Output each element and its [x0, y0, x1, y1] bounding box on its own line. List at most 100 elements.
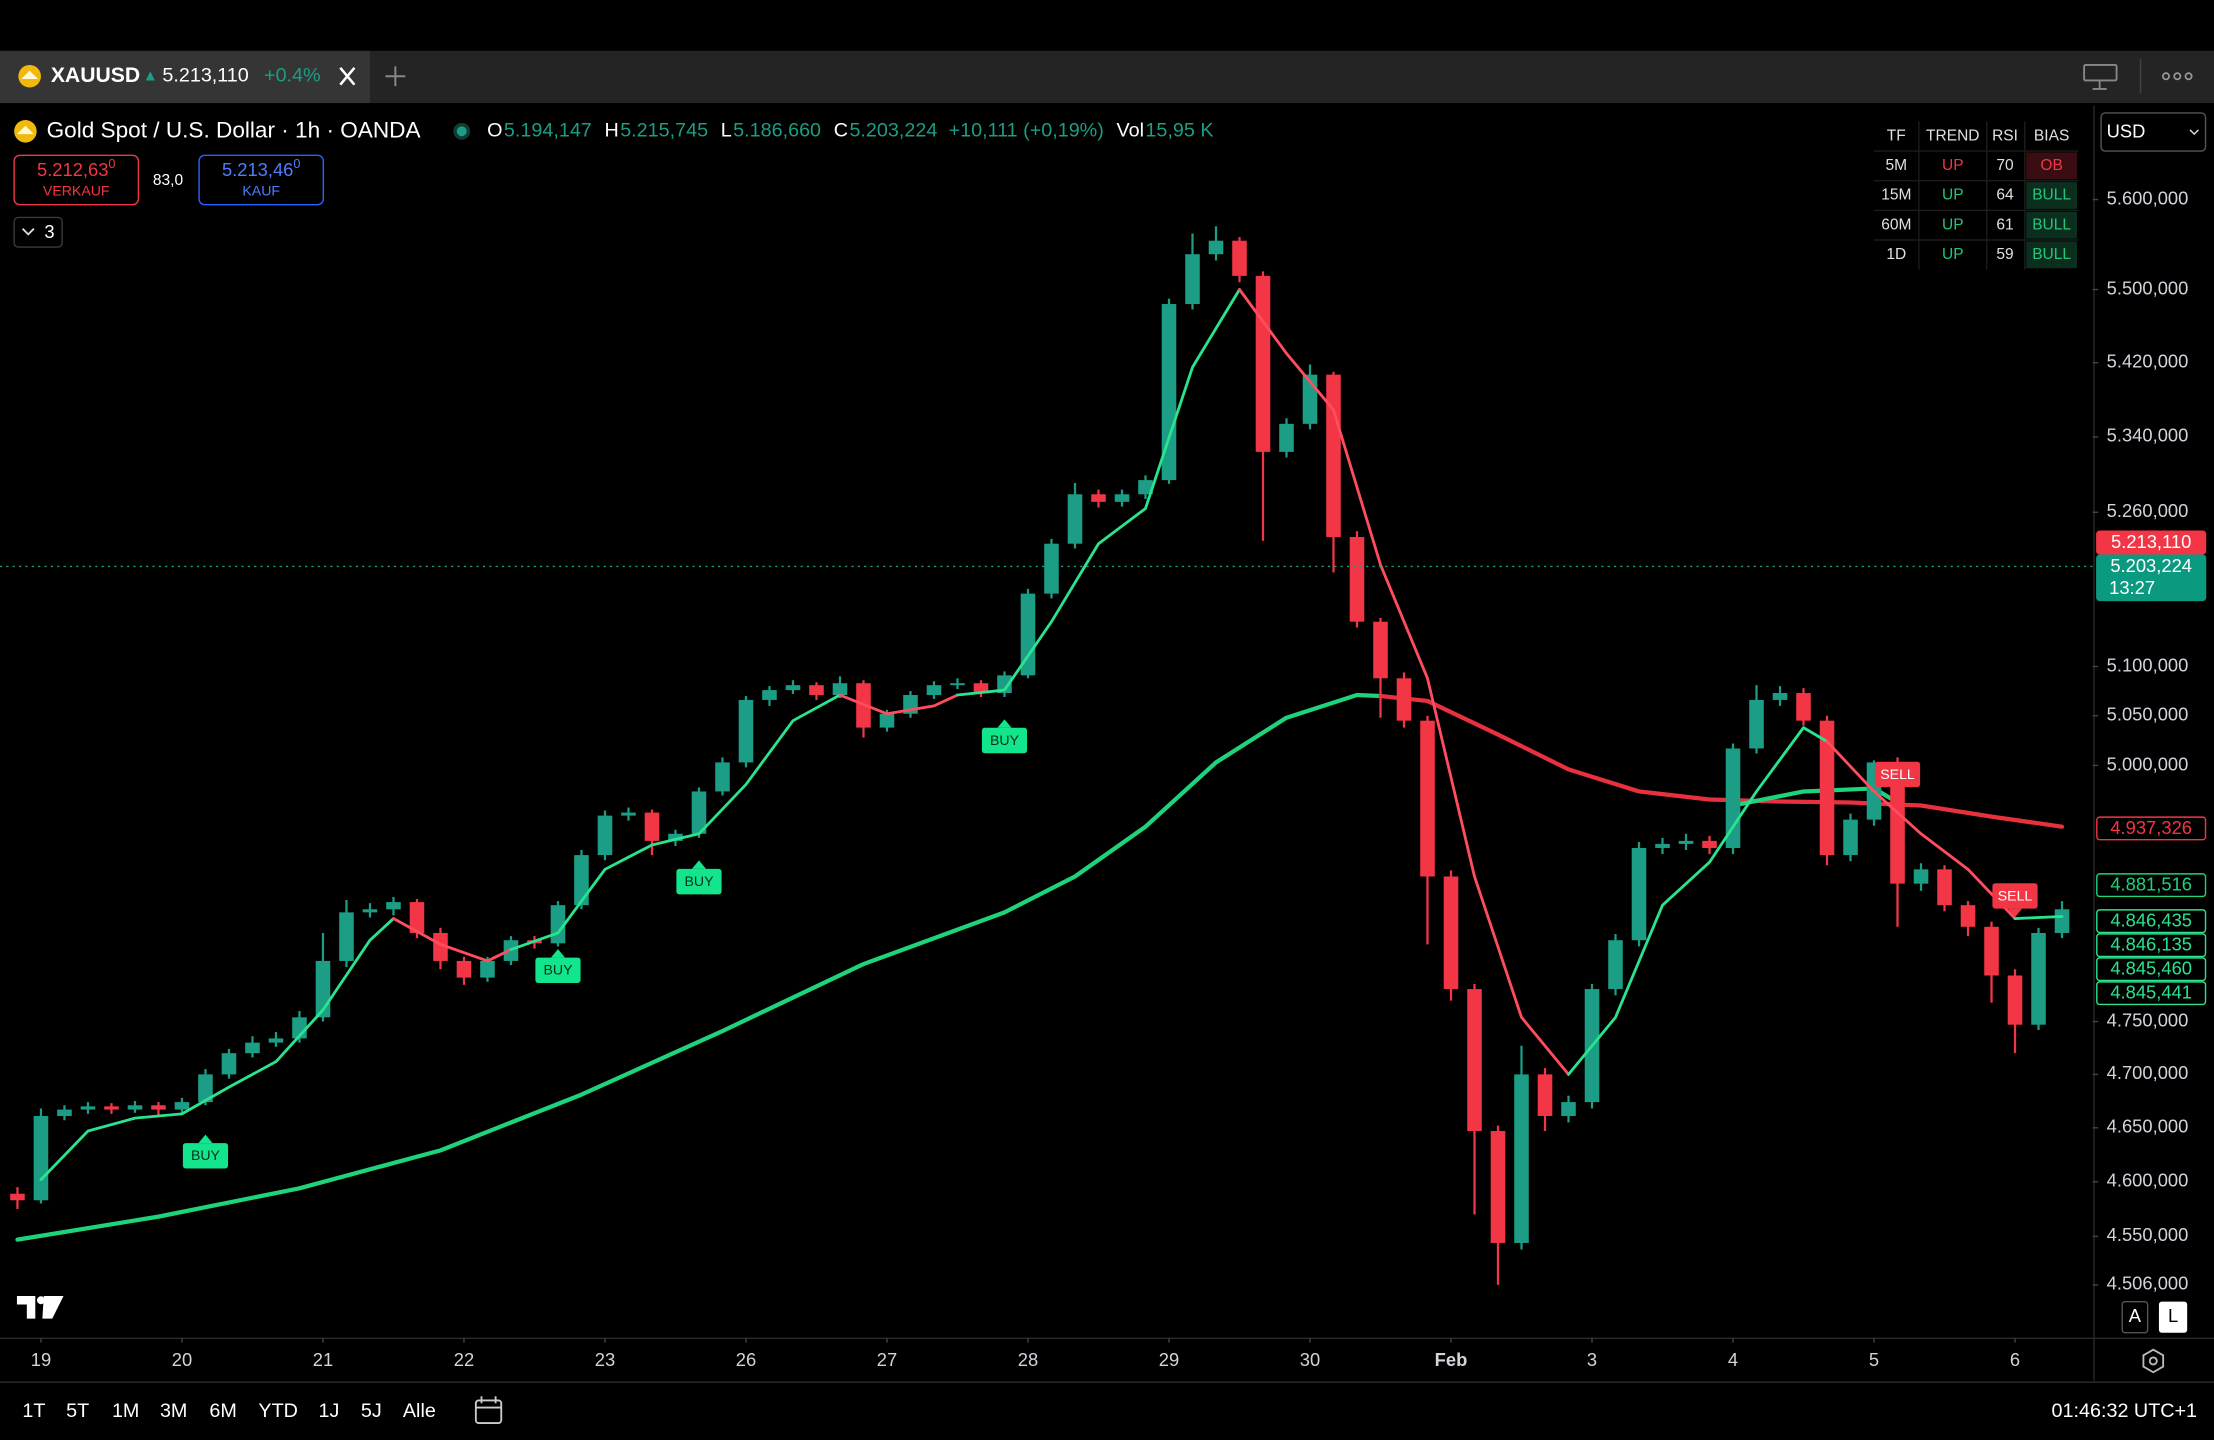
table-cell: 5M [1886, 157, 1908, 174]
y-tick-label: 4.550,000 [2107, 1224, 2189, 1245]
candle-body [409, 902, 425, 933]
candle-body [621, 812, 636, 816]
table-cell: 1D [1886, 246, 1906, 263]
candle-body [597, 815, 613, 856]
candle-body [1937, 869, 1952, 906]
auto-scale-button[interactable] [2121, 1300, 2149, 1334]
signal-arrow [997, 719, 1012, 728]
candle-body [1561, 1102, 1576, 1116]
active-tab[interactable] [0, 50, 370, 104]
range-button[interactable]: 1M [112, 1400, 139, 1422]
x-tick-label: 28 [1018, 1349, 1038, 1370]
y-tick-label: 5.260,000 [2107, 500, 2189, 521]
signal-label: SELL [1998, 887, 2033, 903]
candle-body [832, 683, 848, 696]
y-tick-label: 4.750,000 [2107, 1009, 2189, 1030]
sell-price: 5.212,630 [37, 158, 115, 180]
candle-body [1114, 494, 1130, 502]
status-dot [456, 126, 467, 137]
table-cell: 61 [1996, 216, 2013, 233]
candle-body [339, 912, 354, 961]
range-button[interactable]: 6M [209, 1400, 236, 1422]
candle-body [480, 960, 495, 978]
y-tick-label: 4.700,000 [2107, 1062, 2189, 1083]
signal-box [182, 1143, 229, 1169]
candle-body [245, 1042, 260, 1054]
symbol-icon-mark [21, 70, 39, 80]
candle-body [574, 855, 589, 906]
auto-scale-label: A [2129, 1305, 2142, 1326]
signal-arrow [1890, 787, 1905, 796]
buy-button[interactable] [198, 154, 325, 206]
candle-body [456, 960, 472, 978]
add-tab[interactable] [385, 66, 406, 87]
signal-box [981, 727, 1028, 754]
range-button[interactable]: 1J [319, 1400, 340, 1422]
candle-body [1349, 537, 1365, 622]
signal-marker: BUY [535, 949, 581, 984]
price-label-box [2096, 933, 2207, 958]
candle-body [1420, 720, 1435, 877]
more-button[interactable] [2162, 72, 2193, 81]
signal-label: BUY [191, 1147, 221, 1163]
sell-button[interactable] [13, 154, 140, 206]
y-tick-label: 5.340,000 [2107, 425, 2189, 446]
y-tick-label: 4.506,000 [2107, 1273, 2189, 1294]
table-cell: OB [2040, 157, 2062, 174]
candle-body [1608, 940, 1623, 990]
close-tab[interactable] [339, 66, 356, 86]
candle-body [33, 1115, 49, 1201]
tab-symbol: XAUUSD [51, 64, 140, 87]
ohlc-value: 5.203,224 [849, 120, 937, 142]
moving-average [15, 692, 1383, 1242]
candle-body [1044, 543, 1059, 594]
ohlc-legend: O5.194,147 H5.215,745 L5.186,660 C5.203,224… [487, 120, 1213, 142]
table-header: BIAS [2034, 127, 2069, 144]
log-scale-button[interactable] [2158, 1301, 2188, 1333]
legend-title: Gold Spot / U.S. Dollar · 1h · OANDA [47, 117, 422, 142]
ohlc-key: O [487, 120, 502, 142]
range-button[interactable]: 3M [160, 1400, 187, 1422]
candle-body [268, 1038, 284, 1043]
layout-button[interactable] [2083, 64, 2118, 90]
signal-box [676, 868, 722, 895]
ribbon-line [1825, 740, 2017, 920]
currency-select[interactable] [2100, 112, 2207, 152]
x-tick-label: Feb [1435, 1349, 1468, 1370]
price-label-text: 5.203,224 [2110, 555, 2192, 576]
tradingview-logo [16, 1296, 64, 1319]
y-tick-label: 5.050,000 [2107, 704, 2189, 725]
range-button[interactable]: 5T [66, 1400, 89, 1422]
candle-body [1490, 1131, 1506, 1243]
ribbon-line [1567, 726, 1829, 1076]
candle-body [1514, 1074, 1529, 1243]
moving-average [1378, 693, 2065, 829]
y-tick-label: 4.600,000 [2107, 1170, 2189, 1191]
date-picker[interactable] [474, 1396, 503, 1424]
candle-body [1373, 621, 1388, 679]
range-button[interactable]: 1T [22, 1400, 45, 1422]
indicator-toggle[interactable] [13, 216, 63, 248]
range-button[interactable]: YTD [258, 1400, 298, 1422]
candle-body [762, 690, 777, 700]
moving-average [1730, 786, 1900, 808]
x-tick-label: 6 [2010, 1349, 2020, 1370]
candle-body [1161, 304, 1177, 481]
candle-body [1702, 840, 1717, 848]
log-scale-label: L [2168, 1305, 2178, 1326]
candle-body [1960, 905, 1976, 927]
price-label: 4.937,326 [2096, 816, 2207, 841]
range-button[interactable]: 5J [361, 1400, 382, 1422]
signal-marker: SELL [1992, 883, 2038, 918]
candle-body [1443, 876, 1459, 990]
bias-cell [2026, 182, 2078, 209]
volume-key: Vol [1117, 120, 1144, 142]
price-label-box [2096, 816, 2207, 841]
candle-body [1232, 240, 1247, 276]
price-label-text: 4.846,435 [2110, 910, 2192, 931]
settings-button[interactable] [2142, 1348, 2165, 1374]
ribbon-line [39, 917, 395, 1182]
range-button[interactable]: Alle [403, 1400, 436, 1422]
candle-body [80, 1106, 96, 1110]
sell-label: VERKAUF [43, 183, 110, 199]
